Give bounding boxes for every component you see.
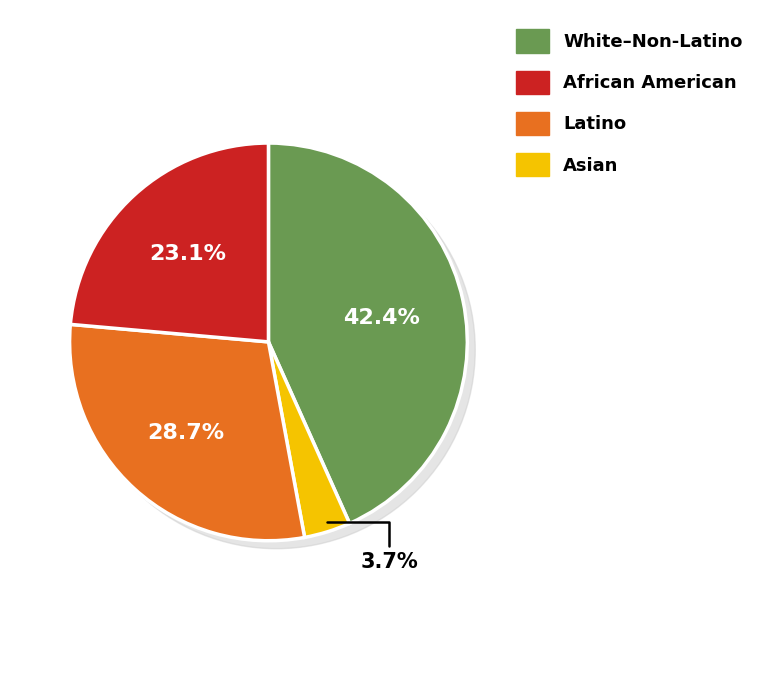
Legend: White–Non-Latino, African American, Latino, Asian: White–Non-Latino, African American, Lati… xyxy=(516,29,742,176)
Wedge shape xyxy=(268,342,350,538)
Text: 42.4%: 42.4% xyxy=(343,308,420,328)
Circle shape xyxy=(77,151,476,548)
Wedge shape xyxy=(268,143,467,523)
Wedge shape xyxy=(71,143,268,342)
Text: 23.1%: 23.1% xyxy=(150,244,226,264)
Text: 28.7%: 28.7% xyxy=(147,423,224,443)
Text: 3.7%: 3.7% xyxy=(328,522,418,571)
Wedge shape xyxy=(70,324,304,541)
